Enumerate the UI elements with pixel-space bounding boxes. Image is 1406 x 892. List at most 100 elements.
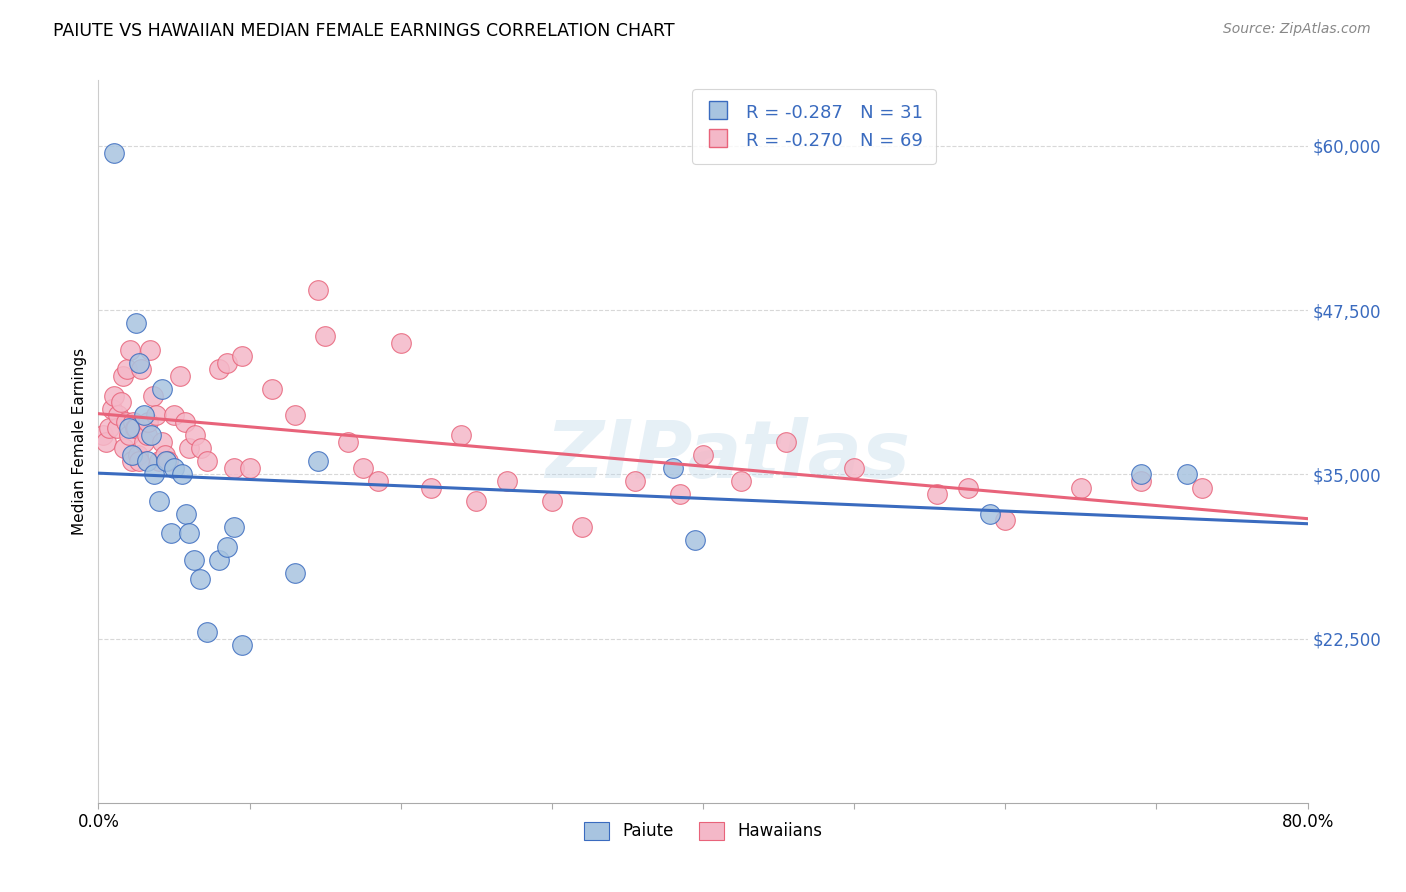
Point	[224, 460, 246, 475]
Point	[495, 474, 517, 488]
Point	[125, 316, 148, 330]
Point	[169, 368, 191, 383]
Point	[183, 553, 205, 567]
Point	[121, 454, 143, 468]
Text: ZIPatlas: ZIPatlas	[544, 417, 910, 495]
Point	[775, 434, 797, 449]
Point	[103, 145, 125, 160]
Point	[224, 520, 246, 534]
Point	[465, 493, 488, 508]
Point	[98, 421, 121, 435]
Point	[136, 415, 159, 429]
Point	[215, 540, 238, 554]
Point	[367, 474, 389, 488]
Point	[208, 553, 231, 567]
Point	[150, 434, 173, 449]
Y-axis label: Median Female Earnings: Median Female Earnings	[72, 348, 87, 535]
Point	[336, 434, 359, 449]
Point	[141, 428, 163, 442]
Point	[956, 481, 979, 495]
Point	[170, 467, 193, 482]
Point	[231, 349, 253, 363]
Point	[1130, 467, 1153, 482]
Point	[571, 520, 593, 534]
Point	[215, 356, 238, 370]
Point	[101, 401, 124, 416]
Point	[132, 434, 155, 449]
Point	[122, 415, 145, 429]
Point	[118, 428, 141, 442]
Point	[661, 460, 683, 475]
Point	[107, 409, 129, 423]
Point	[115, 362, 138, 376]
Point	[262, 382, 284, 396]
Point	[624, 474, 647, 488]
Point	[143, 467, 166, 482]
Point	[139, 343, 162, 357]
Point	[208, 362, 231, 376]
Point	[153, 448, 176, 462]
Point	[91, 428, 114, 442]
Point	[420, 481, 443, 495]
Point	[163, 409, 186, 423]
Point	[389, 336, 412, 351]
Point	[94, 434, 117, 449]
Point	[195, 625, 218, 640]
Point	[844, 460, 866, 475]
Point	[128, 454, 150, 468]
Point	[692, 448, 714, 462]
Point	[1175, 467, 1198, 482]
Point	[120, 343, 142, 357]
Text: PAIUTE VS HAWAIIAN MEDIAN FEMALE EARNINGS CORRELATION CHART: PAIUTE VS HAWAIIAN MEDIAN FEMALE EARNING…	[53, 22, 675, 40]
Point	[994, 513, 1017, 527]
Point	[111, 368, 134, 383]
Point	[118, 421, 141, 435]
Point	[128, 356, 150, 370]
Point	[1191, 481, 1213, 495]
Point	[114, 415, 136, 429]
Point	[188, 573, 211, 587]
Point	[927, 487, 949, 501]
Point	[150, 382, 173, 396]
Point	[685, 533, 707, 547]
Point	[105, 421, 128, 435]
Point	[148, 493, 170, 508]
Point	[124, 421, 146, 435]
Point	[142, 388, 165, 402]
Point	[352, 460, 374, 475]
Point	[1130, 474, 1153, 488]
Point	[135, 428, 157, 442]
Point	[145, 409, 167, 423]
Point	[127, 448, 149, 462]
Point	[669, 487, 692, 501]
Point	[1070, 481, 1092, 495]
Text: Source: ZipAtlas.com: Source: ZipAtlas.com	[1223, 22, 1371, 37]
Point	[129, 362, 152, 376]
Point	[179, 526, 201, 541]
Point	[132, 409, 155, 423]
Point	[179, 441, 201, 455]
Point	[135, 454, 157, 468]
Point	[184, 428, 207, 442]
Point	[125, 421, 148, 435]
Point	[121, 448, 143, 462]
Point	[314, 329, 336, 343]
Point	[730, 474, 752, 488]
Point	[284, 566, 307, 580]
Point	[163, 460, 186, 475]
Point	[284, 409, 307, 423]
Point	[540, 493, 562, 508]
Point	[195, 454, 218, 468]
Point	[155, 454, 177, 468]
Point	[148, 454, 170, 468]
Point	[173, 415, 195, 429]
Legend: Paiute, Hawaiians: Paiute, Hawaiians	[575, 814, 831, 848]
Point	[112, 441, 135, 455]
Point	[231, 638, 253, 652]
Point	[307, 454, 329, 468]
Point	[190, 441, 212, 455]
Point	[110, 395, 132, 409]
Point	[174, 507, 197, 521]
Point	[239, 460, 262, 475]
Point	[160, 526, 183, 541]
